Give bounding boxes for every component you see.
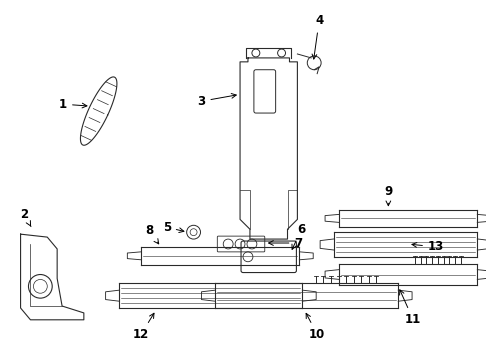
Text: 2: 2 bbox=[20, 208, 31, 226]
Text: 6: 6 bbox=[291, 223, 305, 249]
Text: 12: 12 bbox=[133, 313, 154, 341]
Text: 5: 5 bbox=[163, 221, 183, 234]
Text: 8: 8 bbox=[144, 224, 159, 244]
Text: 13: 13 bbox=[411, 240, 443, 253]
Text: 4: 4 bbox=[311, 14, 323, 59]
Text: 1: 1 bbox=[59, 98, 87, 111]
Text: 10: 10 bbox=[305, 313, 325, 341]
Text: 3: 3 bbox=[197, 94, 236, 108]
Text: 9: 9 bbox=[384, 185, 392, 206]
Text: 11: 11 bbox=[399, 290, 420, 326]
Text: 7: 7 bbox=[268, 237, 302, 249]
